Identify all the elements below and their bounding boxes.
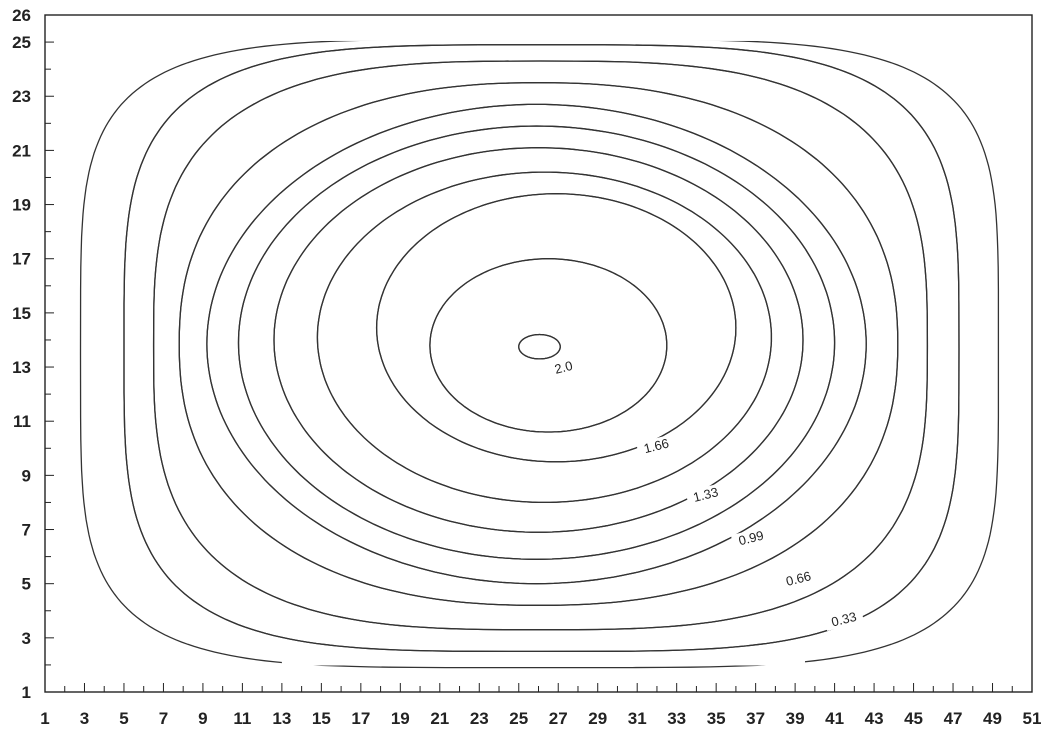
contour-line-7 bbox=[316, 171, 773, 504]
x-tick-label: 23 bbox=[470, 709, 489, 728]
y-tick-label: 17 bbox=[12, 250, 31, 269]
x-tick-label: 39 bbox=[786, 709, 805, 728]
contour-line-8 bbox=[375, 193, 737, 463]
x-tick-label: 35 bbox=[707, 709, 726, 728]
contour-line-overlay-9 bbox=[429, 258, 668, 433]
contour-line-overlay-6 bbox=[273, 147, 804, 533]
contour-label-2: 0.66 bbox=[784, 568, 812, 589]
x-tick-label: 33 bbox=[667, 709, 686, 728]
x-tick-label: 47 bbox=[944, 709, 963, 728]
contour-gap-0 bbox=[291, 26, 786, 41]
contour-line-overlay-3 bbox=[178, 82, 899, 606]
y-tick-label: 21 bbox=[12, 141, 31, 160]
x-tick-label: 51 bbox=[1023, 709, 1042, 728]
contour-line-6 bbox=[273, 147, 804, 533]
contour-line-overlay-10 bbox=[518, 333, 561, 360]
contour-label-bg-0 bbox=[823, 607, 865, 632]
x-tick-label: 15 bbox=[312, 709, 331, 728]
contour-line-overlay-7 bbox=[316, 171, 773, 504]
contour-line-1 bbox=[123, 44, 960, 653]
contour-line-9 bbox=[429, 258, 668, 433]
contour-line-overlay-4 bbox=[206, 103, 867, 585]
contour-line-5 bbox=[237, 125, 836, 560]
y-tick-label: 23 bbox=[12, 87, 31, 106]
y-tick-label: 26 bbox=[12, 6, 31, 25]
y-tick-label: 19 bbox=[12, 196, 31, 215]
x-tick-label: 25 bbox=[509, 709, 528, 728]
y-tick-label: 7 bbox=[22, 521, 31, 540]
contour-label-bg-8 bbox=[636, 433, 677, 458]
contour-line-3 bbox=[178, 82, 899, 606]
x-tick-label: 45 bbox=[904, 709, 923, 728]
contour-labels: 0.33 0.66 0.99 1.33 1.66 2.0 bbox=[547, 356, 865, 632]
x-tick-label: 9 bbox=[198, 709, 207, 728]
y-tick-label: 3 bbox=[22, 629, 31, 648]
contour-gap-1 bbox=[281, 653, 805, 666]
x-tick-label: 5 bbox=[119, 709, 128, 728]
contour-line-2 bbox=[152, 60, 929, 631]
plot-frame bbox=[44, 14, 1033, 693]
contour-line-overlay-5 bbox=[237, 125, 836, 560]
x-tick-label: 13 bbox=[272, 709, 291, 728]
x-tick-label: 1 bbox=[40, 709, 49, 728]
y-tick-label: 9 bbox=[22, 466, 31, 485]
contour-label-bg-6 bbox=[685, 482, 726, 507]
y-tick-label: 5 bbox=[22, 575, 31, 594]
contour-line-overlay-2 bbox=[152, 60, 929, 631]
y-tick-label: 15 bbox=[12, 304, 31, 323]
x-tick-label: 43 bbox=[865, 709, 884, 728]
contour-line-4 bbox=[206, 103, 867, 585]
x-tick-label: 31 bbox=[628, 709, 647, 728]
x-tick-label: 49 bbox=[983, 709, 1002, 728]
x-tick-label: 37 bbox=[746, 709, 765, 728]
contour-label-bg-2 bbox=[778, 566, 819, 591]
contour-label-10: 2.0 bbox=[553, 358, 574, 377]
x-tick-label: 19 bbox=[391, 709, 410, 728]
contour-label-0: 0.33 bbox=[830, 609, 858, 630]
x-tick-label: 27 bbox=[549, 709, 568, 728]
x-tick-label: 17 bbox=[351, 709, 370, 728]
contour-line-overlay-1 bbox=[123, 44, 960, 653]
x-tick-label: 3 bbox=[80, 709, 89, 728]
y-tick-label: 13 bbox=[12, 358, 31, 377]
x-tick-label: 11 bbox=[233, 709, 251, 728]
contour-label-4: 0.99 bbox=[737, 528, 765, 549]
x-tick-label: 29 bbox=[588, 709, 607, 728]
contour-label-bg-4 bbox=[730, 526, 772, 550]
contour-label-6: 1.33 bbox=[692, 484, 720, 505]
contour-lines bbox=[79, 26, 1000, 669]
x-axis-ticks: 1 3 5 7 9 11 13 15 17 19 21 23 25 27 29 31 33 35 37 39 41 43 4… bbox=[40, 683, 1041, 728]
x-tick-label: 41 bbox=[825, 709, 844, 728]
contour-label-8: 1.66 bbox=[642, 436, 670, 457]
y-tick-label: 1 bbox=[22, 683, 31, 702]
y-tick-label: 25 bbox=[12, 33, 31, 52]
contour-label-bg-10 bbox=[547, 356, 580, 379]
contour-line-0 bbox=[79, 38, 1000, 669]
x-tick-label: 7 bbox=[159, 709, 168, 728]
y-tick-label: 11 bbox=[13, 412, 31, 431]
x-tick-label: 21 bbox=[430, 709, 449, 728]
axes bbox=[44, 14, 1033, 693]
contour-line-overlay-8 bbox=[375, 193, 737, 463]
